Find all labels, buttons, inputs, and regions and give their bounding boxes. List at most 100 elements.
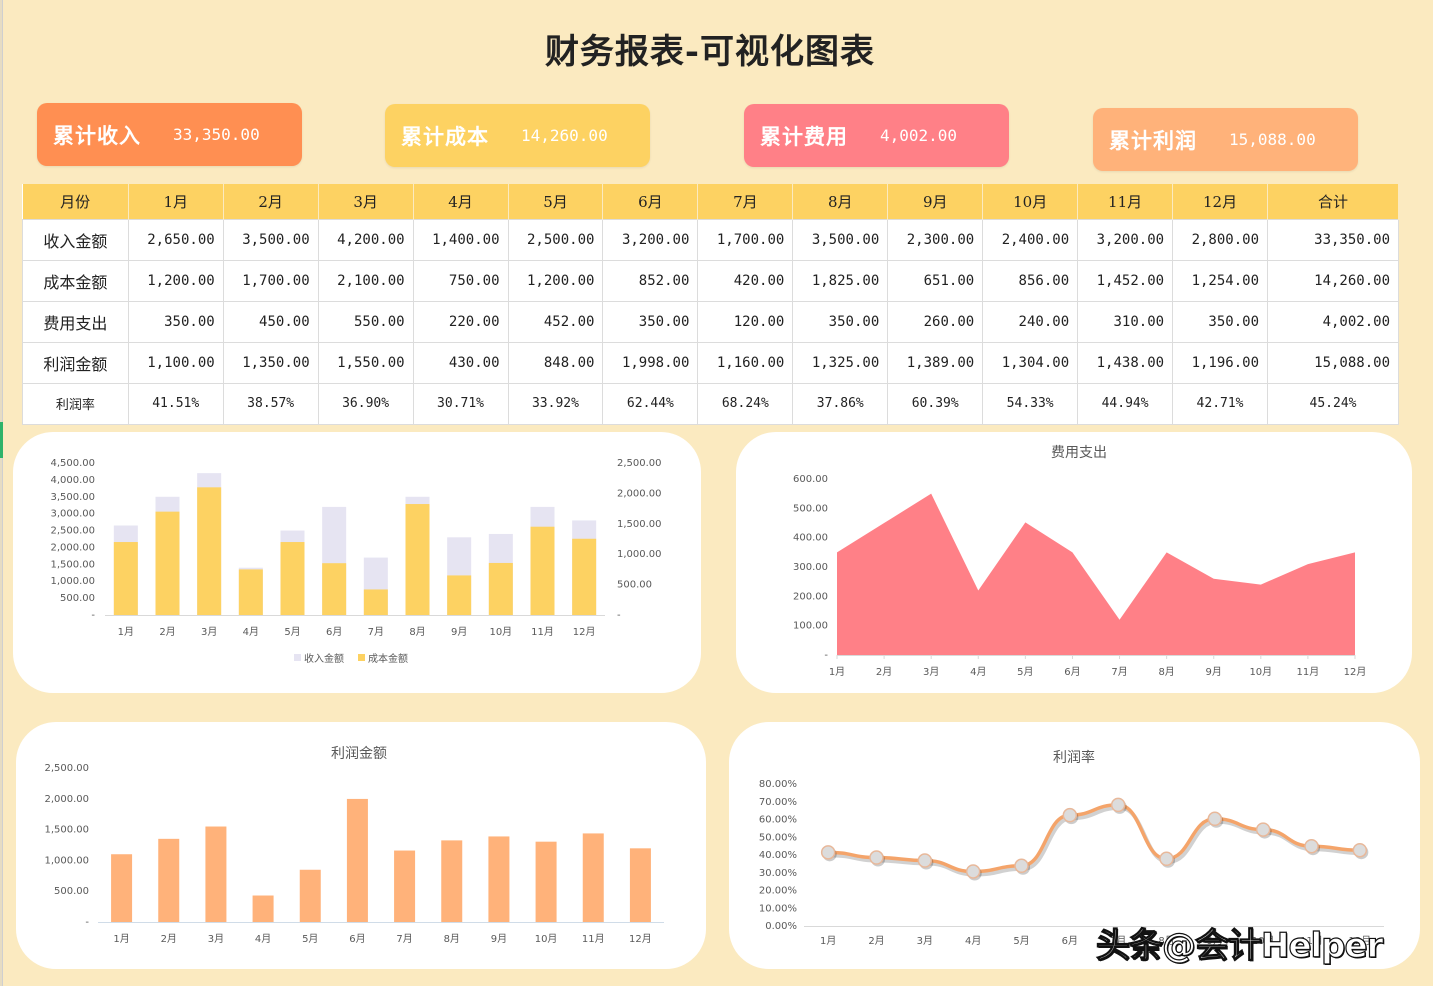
table-row: 利润率 41.51% 38.57% 36.90% 30.71% 33.92% 62.44% 6…: [22, 382, 1399, 425]
data-point: [869, 850, 884, 865]
y2-tick: 500.00: [617, 580, 652, 591]
profit-bar: [205, 826, 227, 922]
x-tick: 1月: [829, 666, 845, 678]
table-row: 费用支出 350.00 450.00 550.00 220.00 452.00 350.00…: [22, 300, 1399, 343]
x-tick: 11月: [1300, 935, 1323, 947]
data-point: [1014, 858, 1029, 874]
table-cell: 750.00: [412, 259, 509, 302]
x-tick: 4月: [965, 935, 981, 947]
table-cell: 240.00: [982, 300, 1079, 343]
profit-bar: [158, 838, 180, 922]
table-cell: 310.00: [1077, 300, 1174, 343]
header-month-col: 10月: [982, 184, 1079, 219]
table-cell: 2,800.00: [1172, 218, 1268, 261]
data-point: [1352, 842, 1368, 858]
x-tick: 9月: [451, 626, 467, 638]
x-tick: 3月: [917, 935, 933, 947]
table-header-row: 月份 1月 2月 3月 4月 5月 6月 7月 8月 9月 10月 11月 12月 合计: [22, 184, 1399, 219]
header-month-col: 11月: [1077, 184, 1174, 219]
table-cell: 1,998.00: [602, 341, 699, 384]
x-tick: 7月: [1110, 935, 1126, 947]
profit-bar: [252, 895, 274, 922]
table-cell: 450.00: [222, 300, 319, 343]
kpi-value: 33,350.00: [173, 125, 260, 144]
chart-title: 利润率: [1053, 749, 1095, 766]
y-tick: 3,000.00: [50, 509, 95, 520]
table-cell: 260.00: [887, 300, 984, 343]
x-tick: 6月: [1064, 666, 1080, 678]
table-cell: 4,002.00: [1267, 300, 1399, 343]
table-cell: 45.24%: [1267, 382, 1399, 425]
expense-area: [837, 493, 1355, 655]
cost-bar: [488, 562, 513, 615]
y2-tick: 1,000.00: [617, 549, 662, 560]
table-cell: 1,550.00: [317, 341, 414, 384]
table-cell: 1,700.00: [697, 218, 794, 261]
y-tick: 30.00%: [759, 868, 797, 879]
table-cell: 60.39%: [887, 382, 984, 425]
table-cell: 220.00: [412, 300, 509, 343]
watermark: 头条@会计Helper: [1095, 925, 1384, 966]
profit-bar: [394, 850, 416, 922]
y-tick: 2,500.00: [50, 526, 95, 537]
x-tick: 9月: [491, 933, 507, 945]
y-tick: 300.00: [793, 562, 828, 573]
x-tick: 10月: [1249, 666, 1272, 678]
table-cell: 62.44%: [602, 382, 699, 425]
y-tick: 70.00%: [759, 797, 797, 808]
y-tick: 2,000.00: [50, 542, 95, 553]
table-row: 利润金额 1,100.00 1,350.00 1,550.00 430.00 848.00…: [22, 341, 1399, 384]
x-tick: 3月: [923, 666, 939, 678]
data-point: [965, 864, 981, 879]
cost-bar: [155, 511, 180, 615]
y-tick: -: [85, 917, 89, 928]
x-tick: 12月: [573, 626, 596, 638]
profit-bar: [488, 836, 510, 922]
x-tick: 6月: [326, 626, 342, 638]
sheet-left-edge: [0, 0, 3, 986]
table-cell: 33,350.00: [1267, 218, 1399, 261]
x-tick: 8月: [1158, 935, 1174, 947]
table-cell: 3,500.00: [222, 218, 319, 261]
x-tick: 6月: [1062, 935, 1078, 947]
cost-bar: [238, 569, 263, 615]
y-tick: 500.00: [54, 886, 89, 897]
table-cell: 1,325.00: [792, 341, 889, 384]
x-tick: 10月: [535, 933, 558, 945]
x-tick: 4月: [255, 933, 271, 945]
table-cell: 3,200.00: [1077, 218, 1174, 261]
y-tick: 3,500.00: [50, 492, 95, 503]
row-indicator: [0, 422, 3, 458]
header-month-col: 6月: [602, 184, 699, 219]
table-cell: 1,400.00: [412, 218, 509, 261]
table-cell: 15,088.00: [1267, 341, 1399, 384]
kpi-cumulative-cost: 累计成本 14,260.00: [385, 104, 650, 167]
x-tick: 7月: [1111, 666, 1127, 678]
header-month-col: 9月: [887, 184, 984, 219]
profit-bar-chart: 利润金额 - 500.00 1,000.00 1,500.00 2,000.00 2,500…: [44, 746, 664, 945]
y-tick: 1,000.00: [44, 855, 89, 866]
table-cell: 1,254.00: [1172, 259, 1268, 302]
legend-cost: 成本金额: [368, 652, 408, 665]
table-cell: 1,438.00: [1077, 341, 1174, 384]
table-cell: 1,700.00: [222, 259, 319, 302]
cost-bar: [280, 542, 305, 615]
table-cell: 350.00: [1172, 300, 1268, 343]
table-cell: 430.00: [412, 341, 509, 384]
y2-tick: 2,000.00: [617, 488, 662, 499]
table-cell: 452.00: [507, 300, 604, 343]
x-tick: 2月: [161, 933, 177, 945]
cost-bar: [322, 563, 347, 615]
table-cell: 1,825.00: [792, 259, 889, 302]
table-cell: 37.86%: [792, 382, 889, 425]
table-row: 成本金额 1,200.00 1,700.00 2,100.00 750.00 1,200.…: [22, 259, 1399, 302]
x-tick: 11月: [1297, 666, 1320, 678]
y-tick: 200.00: [793, 591, 828, 602]
y-tick: 1,500.00: [44, 825, 89, 836]
table-cell: 4,200.00: [317, 218, 414, 261]
row-label: 费用支出: [22, 300, 129, 343]
table-cell: 41.51%: [127, 382, 224, 425]
table-cell: 350.00: [127, 300, 224, 343]
kpi-value: 14,260.00: [521, 126, 608, 145]
legend-income: 收入金额: [304, 652, 344, 665]
